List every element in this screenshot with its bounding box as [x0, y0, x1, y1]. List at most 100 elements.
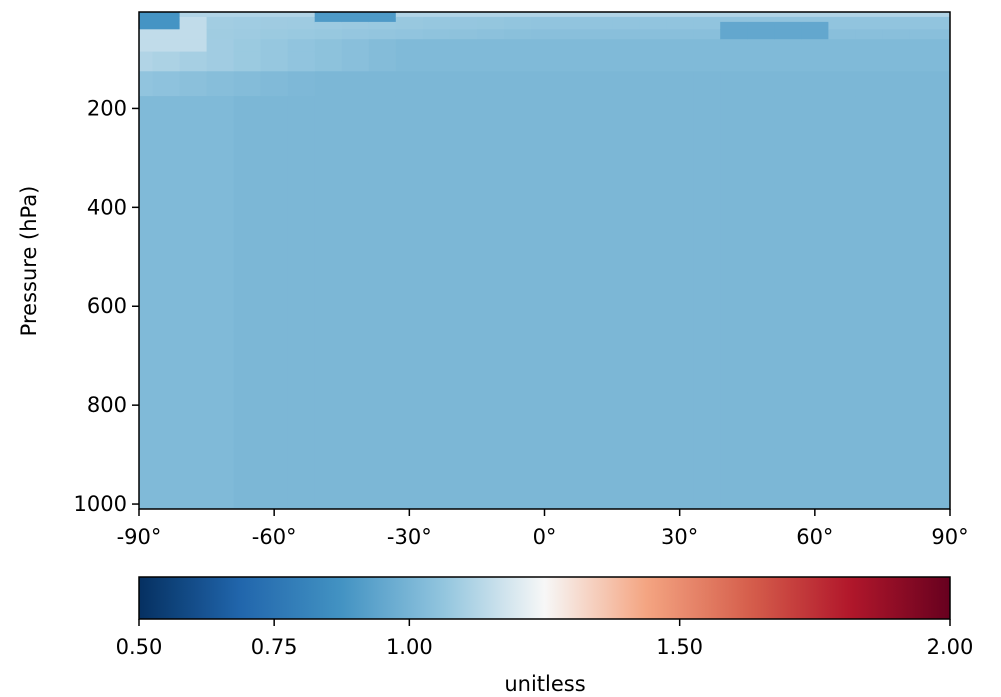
heatmap-cell [341, 39, 370, 53]
heatmap-cell [422, 485, 451, 509]
heatmap-cell [774, 96, 802, 122]
heatmap-cell [531, 392, 559, 449]
heatmap-cell [558, 281, 586, 332]
heatmap-cell [936, 12, 950, 18]
heatmap-cell [287, 96, 316, 122]
heatmap-cell [558, 485, 586, 509]
heatmap-cell [936, 448, 950, 487]
heatmap-cell [314, 232, 343, 283]
heatmap-cell [395, 96, 424, 122]
heatmap-cell [260, 16, 289, 23]
heatmap-cell [558, 12, 586, 18]
heatmap-cell [936, 331, 950, 394]
heatmap-cell [585, 281, 613, 332]
heatmap-cell [476, 120, 505, 147]
heatmap-cell [179, 39, 208, 53]
heatmap-cell [747, 448, 775, 487]
heatmap-cell [774, 51, 802, 72]
heatmap-cell [179, 12, 208, 18]
heatmap-cell [720, 392, 748, 449]
heatmap-cell [531, 21, 559, 30]
heatmap-cell [774, 485, 802, 509]
heatmap-cell [341, 145, 370, 184]
heatmap-cell [828, 71, 856, 97]
heatmap-cell [639, 485, 667, 509]
heatmap-cell [612, 29, 640, 40]
heatmap-cell [139, 12, 154, 18]
heatmap-cell [206, 281, 235, 332]
heatmap-cell [693, 39, 721, 53]
heatmap-cell [314, 182, 343, 233]
heatmap-cell [422, 145, 451, 184]
heatmap-cell [882, 331, 910, 394]
heatmap-cell [909, 448, 937, 487]
heatmap-cell [422, 448, 451, 487]
heatmap-cell [341, 182, 370, 233]
heatmap-cell [801, 392, 829, 449]
heatmap-cell [909, 96, 937, 122]
heatmap-cell [395, 232, 424, 283]
heatmap-cell [449, 16, 478, 23]
heatmap-cell [801, 16, 829, 23]
heatmap-cell [693, 448, 721, 487]
heatmap-cell [368, 21, 397, 30]
heatmap-cell [531, 16, 559, 23]
heatmap-cell [666, 331, 694, 394]
colorbar-label: unitless [504, 672, 585, 696]
heatmap-cell [260, 71, 289, 97]
heatmap-cell [828, 145, 856, 184]
x-tick-label: 60° [796, 525, 833, 549]
heatmap-cell [720, 71, 748, 97]
heatmap-cell [422, 392, 451, 449]
heatmap-cell [179, 448, 208, 487]
heatmap-cell [395, 16, 424, 23]
heatmap-cell [666, 51, 694, 72]
heatmap-cell [585, 39, 613, 53]
heatmap-cell [368, 232, 397, 283]
heatmap-cell [855, 232, 883, 283]
heatmap-cell [693, 331, 721, 394]
heatmap-plot-area [138, 11, 951, 510]
heatmap-cell [585, 21, 613, 30]
heatmap-cell [152, 39, 181, 53]
heatmap-cell [179, 182, 208, 233]
heatmap-cell [206, 29, 235, 40]
heatmap-cell [801, 331, 829, 394]
heatmap-cell [558, 71, 586, 97]
heatmap-cell [139, 71, 154, 97]
heatmap-cell [882, 16, 910, 23]
heatmap-cell [747, 232, 775, 283]
heatmap-cell [206, 71, 235, 97]
colorbar-tick-label: 1.50 [656, 635, 703, 659]
heatmap-cell [855, 39, 883, 53]
heatmap-cell [747, 392, 775, 449]
heatmap-cell [558, 29, 586, 40]
heatmap-cell [449, 96, 478, 122]
heatmap-cell [909, 281, 937, 332]
heatmap-cell [936, 232, 950, 283]
heatmap-cell [287, 392, 316, 449]
heatmap-cell [585, 71, 613, 97]
heatmap-cell [666, 182, 694, 233]
heatmap-cell [585, 12, 613, 18]
heatmap-cell [720, 12, 748, 18]
heatmap-cell [936, 182, 950, 233]
heatmap-cell [909, 232, 937, 283]
heatmap-cell [503, 16, 532, 23]
heatmap-cell [233, 12, 262, 18]
heatmap-cell [612, 120, 640, 147]
heatmap-cell [233, 485, 262, 509]
heatmap-cell [233, 71, 262, 97]
heatmap-cell [666, 16, 694, 23]
heatmap-cell [287, 16, 316, 23]
heatmap-cell [476, 281, 505, 332]
heatmap-cell [612, 51, 640, 72]
heatmap-cell [855, 96, 883, 122]
heatmap-cell [314, 281, 343, 332]
heatmap-cell [260, 331, 289, 394]
heatmap-cell [139, 29, 154, 40]
heatmap-cell [368, 448, 397, 487]
heatmap-cell [828, 120, 856, 147]
heatmap-cell [585, 29, 613, 40]
heatmap-cell [801, 448, 829, 487]
